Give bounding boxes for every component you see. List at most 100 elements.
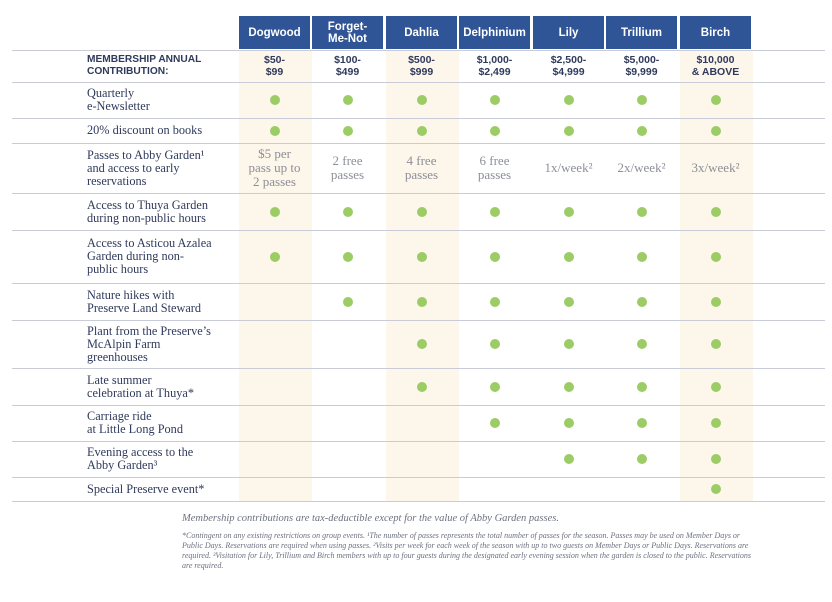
benefit-cell	[459, 118, 530, 143]
included-dot-icon	[636, 95, 647, 105]
included-dot-icon	[636, 125, 647, 136]
benefit-cell	[533, 82, 604, 118]
benefit-cell	[386, 118, 457, 143]
contribution-amount-text: $100- $499	[334, 54, 361, 78]
benefit-cell	[386, 283, 457, 320]
included-dot-icon	[489, 125, 500, 136]
contribution-amount: $5,000- $9,999	[606, 50, 677, 82]
benefit-cell	[459, 283, 530, 320]
benefit-cell	[680, 405, 751, 441]
included-dot-icon	[342, 206, 353, 217]
benefit-cell	[606, 118, 677, 143]
included-dot-icon	[269, 251, 280, 262]
benefit-cell: 3x/week²	[680, 143, 751, 193]
benefit-cell	[606, 368, 677, 405]
row-label: 20% discount on books	[87, 123, 203, 137]
included-dot-icon	[710, 381, 721, 392]
benefit-cell	[680, 477, 751, 501]
included-dot-icon	[710, 125, 721, 136]
included-dot-icon	[636, 418, 647, 428]
benefit-cell	[606, 405, 677, 441]
included-dot-icon	[710, 418, 721, 428]
table-row: Special Preserve event*	[0, 477, 832, 501]
footnotes: Membership contributions are tax-deducti…	[182, 512, 757, 571]
table-row: Nature hikes with Preserve Land Steward	[0, 283, 832, 320]
row-divider	[12, 441, 825, 442]
included-dot-icon	[710, 206, 721, 217]
row-divider	[12, 118, 825, 119]
level-header-lily: Lily	[533, 16, 604, 49]
contribution-amount-text: $1,000- $2,499	[476, 54, 513, 78]
benefit-cell	[459, 368, 530, 405]
pass-allowance-text: 2 free passes	[330, 153, 365, 182]
benefit-cell	[312, 82, 383, 118]
row-label: Late summer celebration at Thuya*	[87, 372, 194, 400]
included-dot-icon	[563, 95, 574, 105]
table-row: Quarterly e-Newsletter	[0, 82, 832, 118]
row-divider	[12, 50, 825, 51]
benefit-cell	[533, 283, 604, 320]
benefit-cell	[680, 118, 751, 143]
contribution-amount: $100- $499	[312, 50, 383, 82]
contribution-amount: $10,000 & ABOVE	[680, 50, 751, 82]
contribution-amount: $500- $999	[386, 50, 457, 82]
included-dot-icon	[563, 125, 574, 136]
benefit-cell	[606, 193, 677, 230]
contribution-amount: $2,500- $4,999	[533, 50, 604, 82]
row-label: Quarterly e-Newsletter	[87, 86, 150, 113]
included-dot-icon	[710, 454, 721, 464]
included-dot-icon	[489, 296, 500, 307]
benefit-cell	[459, 405, 530, 441]
empty-cell	[239, 320, 310, 368]
benefit-cell	[606, 230, 677, 283]
included-dot-icon	[489, 206, 500, 217]
level-header-birch: Birch	[680, 16, 751, 49]
included-dot-icon	[636, 339, 647, 349]
table-row: Access to Asticou Azalea Garden during no…	[0, 230, 832, 283]
included-dot-icon	[563, 381, 574, 392]
empty-cell	[312, 477, 383, 501]
pass-allowance-text: 6 free passes	[477, 153, 512, 182]
contribution-amount-text: $2,500- $4,999	[550, 54, 587, 78]
contribution-amount-text: $50- $99	[263, 54, 285, 78]
table-row: Passes to Abby Garden¹ and access to earl…	[0, 143, 832, 193]
empty-cell	[459, 477, 530, 501]
benefit-cell	[312, 230, 383, 283]
benefit-cell	[386, 320, 457, 368]
included-dot-icon	[710, 484, 721, 494]
row-label: Nature hikes with Preserve Land Steward	[87, 287, 202, 315]
empty-cell	[239, 477, 310, 501]
empty-cell	[459, 441, 530, 477]
benefit-cell	[680, 441, 751, 477]
pass-allowance-text: 1x/week²	[544, 160, 593, 175]
contribution-amount-text: $5,000- $9,999	[623, 54, 660, 78]
included-dot-icon	[489, 339, 500, 349]
empty-cell	[312, 405, 383, 441]
benefit-cell	[606, 441, 677, 477]
benefit-cell	[312, 283, 383, 320]
table-row: Access to Thuya Garden during non-public …	[0, 193, 832, 230]
table-row: Carriage ride at Little Long Pond	[0, 405, 832, 441]
table-row: 20% discount on books	[0, 118, 832, 143]
row-label: Plant from the Preserve’s McAlpin Farm gre…	[87, 323, 211, 364]
included-dot-icon	[269, 206, 280, 217]
included-dot-icon	[416, 125, 427, 136]
empty-cell	[386, 477, 457, 501]
benefit-cell	[680, 368, 751, 405]
empty-cell	[386, 441, 457, 477]
benefit-cell	[239, 118, 310, 143]
included-dot-icon	[636, 206, 647, 217]
benefit-cell	[680, 283, 751, 320]
benefit-cell: 1x/week²	[533, 143, 604, 193]
level-header-dogwood: Dogwood	[239, 16, 310, 49]
row-label: Access to Thuya Garden during non-public …	[87, 197, 208, 225]
benefit-cell	[680, 230, 751, 283]
included-dot-icon	[489, 381, 500, 392]
contribution-amount: $50- $99	[239, 50, 310, 82]
benefit-cell	[680, 193, 751, 230]
benefit-cell	[533, 405, 604, 441]
table-row: Evening access to the Abby Garden³	[0, 441, 832, 477]
benefit-cell: 6 free passes	[459, 143, 530, 193]
included-dot-icon	[710, 339, 721, 349]
row-divider	[12, 230, 825, 231]
